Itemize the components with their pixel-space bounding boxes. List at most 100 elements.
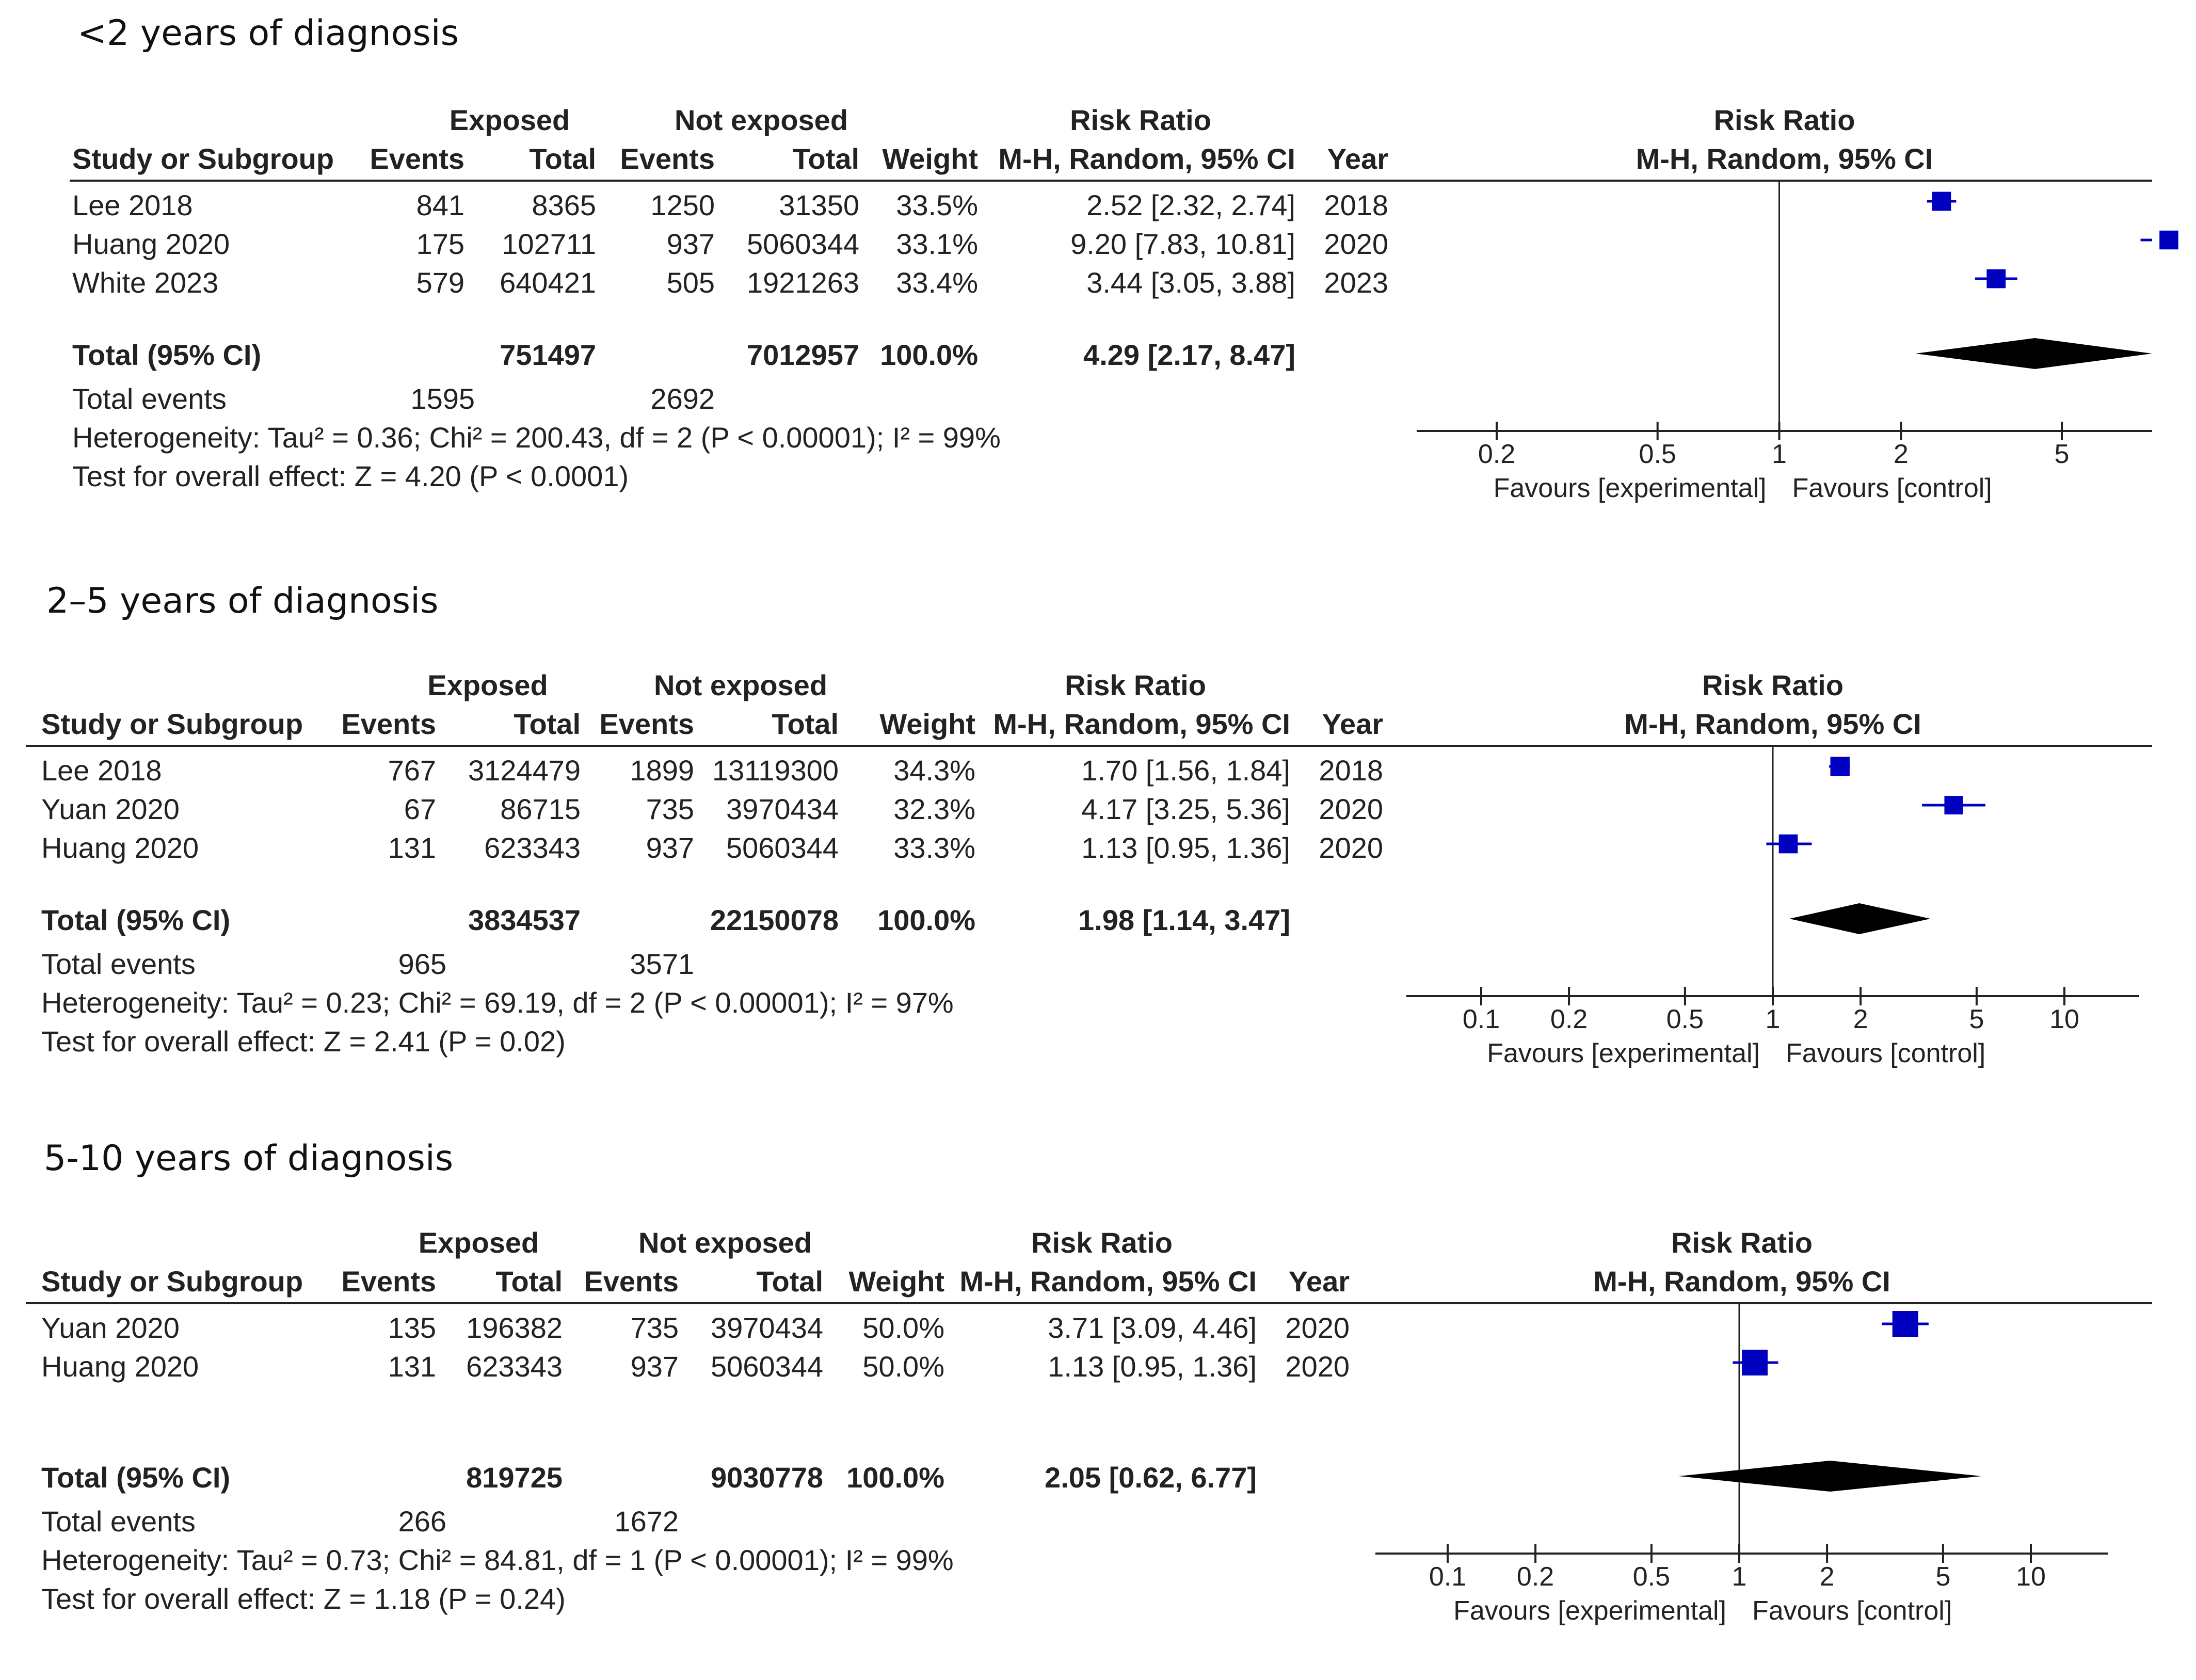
header-events: Events xyxy=(341,708,436,740)
study-year: 2018 xyxy=(1319,754,1383,787)
study-risk-ratio: 1.13 [0.95, 1.36] xyxy=(1048,1350,1257,1383)
favours-right: Favours [control] xyxy=(1752,1596,1952,1626)
study-risk-ratio: 1.13 [0.95, 1.36] xyxy=(1081,831,1290,864)
overall-effect: Test for overall effect: Z = 2.41 (P = 0… xyxy=(41,1025,566,1058)
x-tick-label: 0.1 xyxy=(1429,1562,1466,1592)
not-exposed-events: 937 xyxy=(630,1350,679,1383)
x-tick-label: 2 xyxy=(1853,1004,1868,1034)
study-year: 2020 xyxy=(1319,793,1383,825)
not-exposed-total: 5060344 xyxy=(710,1350,823,1383)
forest-panel-1: <2 years of diagnosis Exposed Not exposed R… xyxy=(0,0,2196,557)
x-tick-label: 5 xyxy=(1969,1004,1984,1034)
exposed-events: 841 xyxy=(416,189,464,221)
favours-right: Favours [control] xyxy=(1786,1038,1985,1068)
favours-left: Favours [experimental] xyxy=(1453,1596,1726,1626)
total-exposed: 751497 xyxy=(500,339,596,371)
header-method: M-H, Random, 95% CI xyxy=(993,708,1290,740)
x-tick-label: 0.2 xyxy=(1517,1562,1554,1592)
study-weight: 34.3% xyxy=(893,754,975,787)
results-table: Exposed Not exposed Risk Ratio Risk Ratio St… xyxy=(0,1123,2196,1680)
exposed-events: 131 xyxy=(388,1350,436,1383)
forest-plot: 0.1 0.2 0.5 1 2 5 10 Favours [experimental] Favo… xyxy=(1406,746,2139,1068)
total-not-exposed: 22150078 xyxy=(710,904,839,936)
header-total: Total xyxy=(495,1265,563,1298)
header-rule xyxy=(70,180,2152,182)
x-tick-label: 0.2 xyxy=(1478,439,1515,469)
total-events-not-exposed: 3571 xyxy=(630,948,694,980)
total-risk-ratio: 4.29 [2.17, 8.47] xyxy=(1083,339,1295,371)
study-weight: 33.1% xyxy=(896,228,978,260)
favours-right: Favours [control] xyxy=(1792,473,1992,503)
study-weight: 50.0% xyxy=(862,1311,944,1344)
header-risk-ratio: Risk Ratio xyxy=(1065,669,1206,701)
header-risk-ratio: Risk Ratio xyxy=(1070,104,1211,136)
study-year: 2020 xyxy=(1285,1311,1350,1344)
header-total-2: Total xyxy=(756,1265,823,1298)
not-exposed-events: 937 xyxy=(666,228,715,260)
exposed-events: 131 xyxy=(388,831,436,864)
exposed-total: 640421 xyxy=(500,266,596,299)
header-exposed: Exposed xyxy=(449,104,570,136)
study-risk-ratio: 2.52 [2.32, 2.74] xyxy=(1086,189,1295,221)
study-weight: 33.4% xyxy=(896,266,978,299)
header-events-2: Events xyxy=(599,708,694,740)
pooled-diamond xyxy=(1789,903,1931,934)
not-exposed-events: 735 xyxy=(646,793,694,825)
total-label: Total (95% CI) xyxy=(41,1461,231,1494)
header-year: Year xyxy=(1288,1265,1350,1298)
section-title: 5-10 years of diagnosis xyxy=(44,1138,454,1179)
header-weight: Weight xyxy=(879,708,975,740)
not-exposed-total: 3970434 xyxy=(710,1311,823,1344)
header-method: M-H, Random, 95% CI xyxy=(959,1265,1257,1298)
forest-plot: 0.1 0.2 0.5 1 2 5 10 Favours [experimental] Favo… xyxy=(1375,1303,2108,1626)
heterogeneity: Heterogeneity: Tau² = 0.73; Chi² = 84.81… xyxy=(41,1544,954,1576)
exposed-total: 86715 xyxy=(500,793,581,825)
header-events: Events xyxy=(370,142,464,175)
header-plot-method: M-H, Random, 95% CI xyxy=(1636,142,1933,175)
exposed-total: 196382 xyxy=(466,1311,563,1344)
not-exposed-events: 1899 xyxy=(630,754,694,787)
total-label: Total (95% CI) xyxy=(72,339,262,371)
not-exposed-total: 13119300 xyxy=(712,754,839,787)
study-year: 2020 xyxy=(1285,1350,1350,1383)
total-exposed: 3834537 xyxy=(468,904,581,936)
section-title: 2–5 years of diagnosis xyxy=(46,581,439,621)
study-weight: 33.5% xyxy=(896,189,978,221)
exposed-total: 8365 xyxy=(532,189,596,221)
study-name: Huang 2020 xyxy=(41,1350,199,1383)
header-plot-risk-ratio: Risk Ratio xyxy=(1713,104,1855,136)
study-risk-ratio: 3.44 [3.05, 3.88] xyxy=(1086,266,1295,299)
study-name: Huang 2020 xyxy=(41,831,199,864)
header-not-exposed: Not exposed xyxy=(653,669,828,701)
total-weight: 100.0% xyxy=(846,1461,944,1494)
x-tick-label: 0.1 xyxy=(1463,1004,1500,1034)
study-risk-ratio: 4.17 [3.25, 5.36] xyxy=(1081,793,1290,825)
study-name: Lee 2018 xyxy=(41,754,162,787)
study-point xyxy=(1944,796,1963,814)
x-tick-label: 0.5 xyxy=(1633,1562,1670,1592)
x-tick-label: 1 xyxy=(1772,439,1787,469)
not-exposed-events: 735 xyxy=(630,1311,679,1344)
header-total-2: Total xyxy=(792,142,859,175)
study-point xyxy=(1778,834,1798,854)
header-plot-method: M-H, Random, 95% CI xyxy=(1624,708,1921,740)
x-tick-label: 0.2 xyxy=(1550,1004,1588,1034)
header-weight: Weight xyxy=(848,1265,944,1298)
exposed-events: 67 xyxy=(404,793,436,825)
exposed-events: 579 xyxy=(416,266,464,299)
exposed-events: 175 xyxy=(416,228,464,260)
study-year: 2018 xyxy=(1324,189,1388,221)
study-name: White 2023 xyxy=(72,266,219,299)
x-tick-label: 1 xyxy=(1766,1004,1781,1034)
study-point xyxy=(1741,1350,1768,1375)
favours-left: Favours [experimental] xyxy=(1494,473,1767,503)
total-events-not-exposed: 1672 xyxy=(614,1505,679,1538)
total-risk-ratio: 2.05 [0.62, 6.77] xyxy=(1045,1461,1257,1494)
header-method: M-H, Random, 95% CI xyxy=(998,142,1295,175)
study-name: Lee 2018 xyxy=(72,189,193,221)
total-label: Total (95% CI) xyxy=(41,904,231,936)
total-risk-ratio: 1.98 [1.14, 3.47] xyxy=(1078,904,1290,936)
forest-panel-2: 2–5 years of diagnosis Exposed Not exposed… xyxy=(0,565,2196,1123)
study-name: Huang 2020 xyxy=(72,228,230,260)
total-exposed: 819725 xyxy=(466,1461,563,1494)
